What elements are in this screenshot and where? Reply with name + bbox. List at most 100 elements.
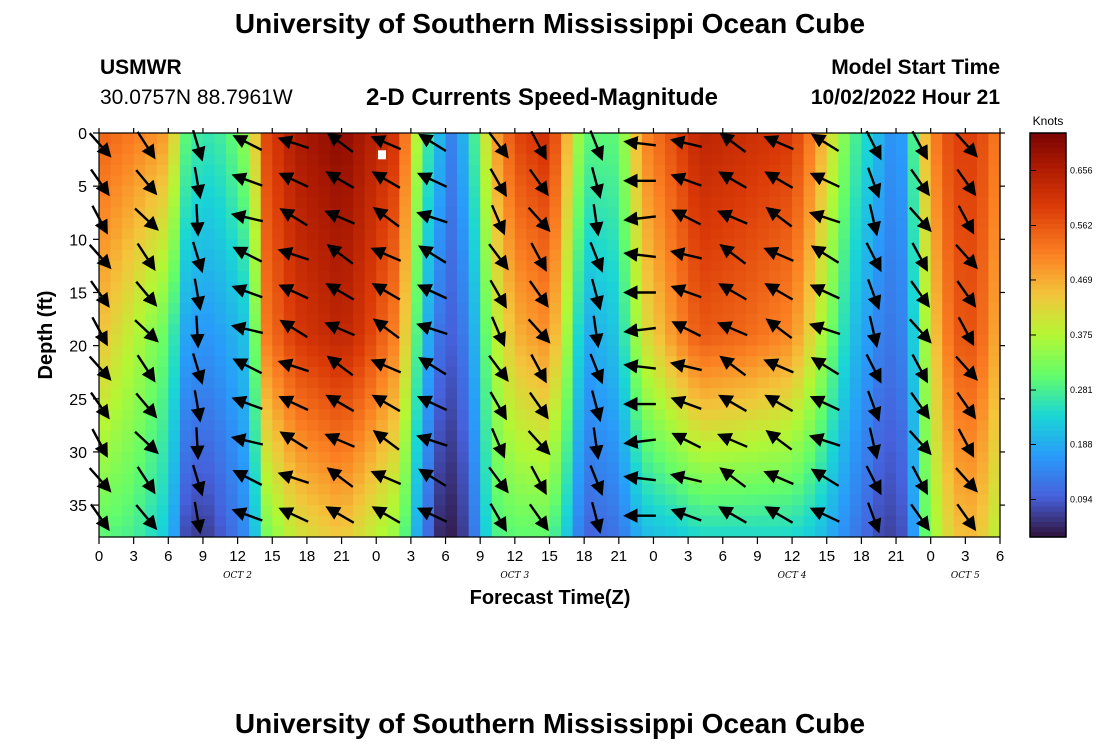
heat-cell	[884, 366, 897, 379]
heat-cell	[457, 377, 470, 389]
heat-cell	[826, 377, 839, 389]
heat-cell	[907, 388, 920, 400]
heat-cell	[260, 356, 273, 368]
heat-cell	[364, 366, 377, 379]
current-vector	[416, 321, 448, 336]
heat-cell	[988, 271, 1001, 283]
y-tick-label: 5	[78, 179, 87, 196]
heat-cell	[872, 207, 886, 219]
heat-cell	[295, 494, 308, 506]
heat-cell	[549, 473, 562, 485]
heat-cell	[838, 430, 851, 442]
heat-cell	[561, 228, 574, 240]
heat-cell	[734, 494, 747, 506]
colorbar-segment	[1030, 218, 1066, 225]
heat-cell	[110, 218, 123, 230]
heat-cell	[526, 526, 539, 538]
heat-cell	[526, 133, 539, 145]
heat-cell	[249, 473, 262, 485]
heat-cell	[295, 218, 308, 230]
heat-cell	[410, 164, 424, 177]
heat-cell	[988, 451, 1001, 464]
heat-cell	[745, 271, 759, 283]
heat-cell	[861, 388, 874, 400]
heat-cell	[445, 526, 458, 538]
heat-cell	[364, 164, 377, 177]
current-vector	[718, 283, 748, 301]
heat-cell	[364, 143, 377, 155]
heat-cell	[907, 143, 920, 155]
heat-cell	[387, 196, 400, 209]
current-vector	[416, 284, 448, 300]
heat-cell	[792, 249, 805, 262]
heat-cell	[318, 505, 331, 517]
heat-cell	[341, 324, 354, 336]
heat-cell	[537, 164, 551, 177]
current-vector	[670, 172, 702, 187]
current-vector	[277, 135, 310, 150]
heat-cell	[468, 356, 481, 368]
heat-cell	[376, 441, 389, 453]
heat-cell	[896, 239, 909, 251]
heat-cell	[364, 335, 377, 347]
heat-cell	[884, 494, 897, 506]
heat-cell	[653, 483, 666, 496]
heat-cell	[237, 271, 250, 283]
heat-cell	[457, 526, 470, 538]
heat-cell	[803, 249, 816, 262]
heat-cell	[168, 388, 181, 400]
heat-cell	[907, 356, 920, 368]
heat-cell	[364, 303, 377, 315]
heat-cell	[295, 420, 308, 432]
heat-cell	[214, 218, 227, 230]
heat-cell	[122, 228, 135, 240]
heat-cell	[156, 462, 169, 474]
heat-cell	[826, 292, 839, 304]
colorbar-tick-label: 0.188	[1070, 439, 1093, 449]
heat-cell	[514, 505, 527, 517]
heat-cell	[318, 186, 331, 198]
heat-cell	[99, 462, 112, 474]
heat-cell	[433, 335, 447, 347]
heat-cell	[214, 430, 227, 442]
heat-cell	[665, 154, 678, 166]
heat-cell	[618, 207, 631, 219]
heat-cell	[653, 420, 666, 432]
heat-cell	[561, 494, 574, 506]
heat-cell	[468, 409, 481, 421]
heat-cell	[445, 451, 458, 464]
y-tick-label: 15	[69, 285, 87, 302]
x-tick-label: 0	[372, 548, 380, 565]
heat-cell	[410, 249, 424, 262]
heat-cell	[803, 133, 816, 145]
heat-cell	[572, 398, 585, 411]
heat-cell	[572, 133, 585, 145]
heat-cell	[214, 398, 227, 411]
heat-cell	[757, 239, 770, 251]
current-vector	[325, 283, 355, 301]
heat-cell	[145, 313, 158, 325]
heat-cell	[919, 249, 932, 262]
heat-cell	[595, 526, 608, 538]
heat-cell	[757, 303, 770, 315]
heat-cell	[711, 356, 724, 368]
heat-cell	[607, 473, 620, 485]
heat-cell	[734, 207, 747, 219]
heat-cell	[584, 483, 597, 496]
heat-cell	[757, 494, 770, 506]
heat-cell	[919, 526, 932, 538]
heat-cell	[849, 324, 862, 336]
heat-cell	[168, 196, 181, 209]
current-vector	[326, 467, 354, 488]
heat-cell	[179, 430, 193, 442]
current-vector	[135, 169, 158, 196]
heat-cell	[341, 249, 354, 262]
current-vector	[808, 209, 841, 224]
heat-cell	[745, 335, 759, 347]
heat-cell	[930, 175, 943, 187]
heat-cell	[191, 494, 204, 506]
heat-cell	[341, 218, 354, 230]
heat-cell	[838, 377, 851, 389]
heat-cell	[757, 143, 770, 155]
heat-cell	[99, 281, 112, 294]
